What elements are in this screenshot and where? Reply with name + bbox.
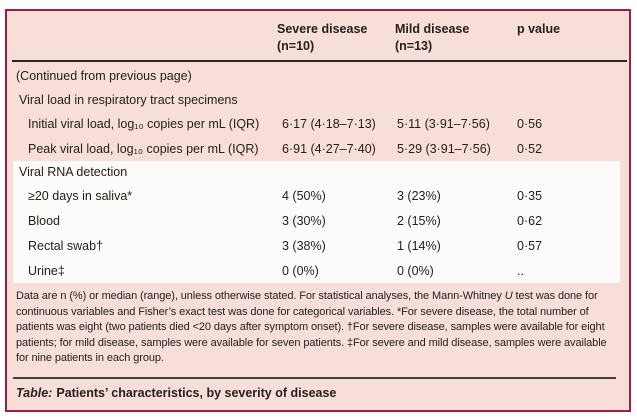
value-severe: 6·17 (4·18–7·13) — [282, 116, 376, 131]
caption-divider — [13, 376, 616, 379]
row-label: Initial viral load, log₁₀ copies per mL … — [28, 116, 260, 131]
footnote-italic-u: U — [504, 290, 513, 302]
table-row-peak-viral-load: Peak viral load, log₁₀ copies per mL (IQ… — [7, 136, 629, 161]
footnote-text-end: test was done for continuous variables a… — [16, 290, 607, 364]
value-pvalue: 0·57 — [517, 238, 543, 253]
value-mild: 5·11 (3·91–7·56) — [397, 116, 490, 131]
table-header-row: Severe disease (n=10) Mild disease (n=13) … — [7, 11, 629, 60]
continued-note-row: (Continued from previous page) — [7, 62, 629, 89]
table-card: Severe disease (n=10) Mild disease (n=13) … — [5, 9, 631, 412]
value-severe: 3 (30%) — [282, 213, 326, 228]
column-header-mild: Mild disease (n=13) — [395, 21, 517, 55]
value-mild: 0 (0%) — [397, 263, 434, 278]
column-header-pvalue: p value — [517, 21, 629, 55]
value-severe: 4 (50%) — [282, 188, 326, 203]
footnote-text-start: Data are n (%) or median (range), unless… — [16, 290, 505, 302]
value-mild: 5·29 (3·91–7·56) — [397, 141, 491, 156]
value-severe: 0 (0%) — [282, 263, 319, 278]
value-pvalue: .. — [517, 263, 524, 278]
section-row-viral-rna: Viral RNA detection — [7, 161, 629, 183]
header-spacer — [16, 21, 277, 55]
viral-rna-section-band: Viral RNA detection ≥20 days in saliva* … — [7, 161, 629, 283]
value-mild: 3 (23%) — [397, 188, 441, 203]
table-row-rectal-swab: Rectal swab† 3 (38%) 1 (14%) 0·57 — [7, 233, 629, 258]
section-row-viral-load: Viral load in respiratory tract specimen… — [7, 89, 629, 111]
table-row-blood: Blood 3 (30%) 2 (15%) 0·62 — [7, 208, 629, 233]
value-pvalue: 0·56 — [517, 116, 543, 131]
table-row-urine: Urine‡ 0 (0%) 0 (0%) .. — [7, 258, 629, 283]
table-footnote: Data are n (%) or median (range), unless… — [7, 289, 629, 367]
row-label: Urine‡ — [28, 263, 65, 278]
value-pvalue: 0·35 — [517, 188, 543, 203]
header-divider — [12, 60, 627, 62]
table-row-saliva: ≥20 days in saliva* 4 (50%) 3 (23%) 0·35 — [7, 183, 629, 208]
row-label: Blood — [28, 213, 60, 228]
row-label: ≥20 days in saliva* — [28, 188, 133, 203]
table-row-initial-viral-load: Initial viral load, log₁₀ copies per mL … — [7, 111, 629, 136]
continued-note: (Continued from previous page) — [16, 68, 192, 83]
section-label: Viral load in respiratory tract specimen… — [19, 93, 238, 107]
table-body: (Continued from previous page) Viral loa… — [7, 62, 629, 283]
value-pvalue: 0·62 — [517, 213, 543, 228]
column-header-severe-sub: (n=10) — [277, 39, 315, 53]
row-label: Peak viral load, log₁₀ copies per mL (IQ… — [28, 141, 259, 156]
section-label: Viral RNA detection — [19, 165, 128, 179]
caption-prefix: Table: — [16, 385, 53, 400]
caption-text: Patients’ characteristics, by severity o… — [56, 385, 337, 400]
value-mild: 1 (14%) — [397, 238, 441, 253]
column-header-mild-label: Mild disease — [395, 22, 470, 36]
column-header-severe: Severe disease (n=10) — [277, 21, 395, 55]
row-label: Rectal swab† — [28, 238, 104, 253]
value-severe: 3 (38%) — [282, 238, 326, 253]
column-header-severe-label: Severe disease — [277, 22, 368, 36]
column-header-mild-sub: (n=13) — [395, 39, 433, 53]
value-pvalue: 0·52 — [517, 141, 543, 156]
table-caption: Table: Patients’ characteristics, by seve… — [7, 379, 629, 400]
value-mild: 2 (15%) — [397, 213, 441, 228]
column-header-pvalue-label: p value — [517, 22, 561, 36]
value-severe: 6·91 (4·27–7·40) — [282, 141, 376, 156]
